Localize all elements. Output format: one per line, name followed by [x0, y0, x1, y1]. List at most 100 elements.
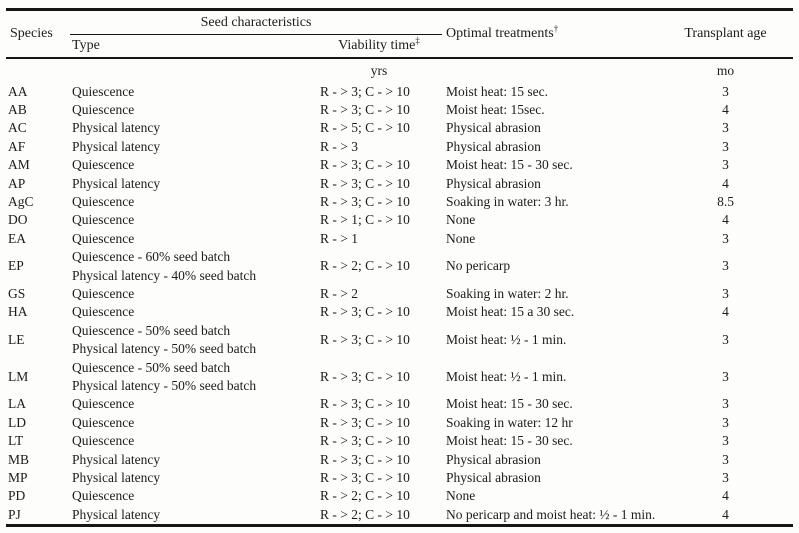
treatment-cell: Soaking in water: 2 hr. [446, 285, 569, 301]
units-species-cell [6, 58, 70, 83]
age-cell: 3 [722, 120, 729, 136]
table-row: MB Physical latency R - > 3; C - > 10 Physi… [6, 451, 793, 469]
species-cell: PJ [8, 506, 21, 522]
viability-cell: R - > 2; C - > 10 [320, 488, 410, 504]
table-row: HA Quiescence R - > 3; C - > 10 Moist heat:… [6, 303, 793, 321]
units-treatment-cell [442, 58, 658, 83]
type-cell: Quiescence [72, 193, 135, 209]
treatment-cell: Moist heat: 15sec. [446, 101, 545, 117]
type-cell: Physical latency [72, 138, 161, 154]
age-cell: 4 [722, 175, 729, 191]
age-cell: 3 [722, 138, 729, 154]
viability-cell: R - > 3; C - > 10 [320, 414, 410, 430]
header-type: Type [70, 34, 316, 59]
treatment-cell: Moist heat: 15 - 30 sec. [446, 157, 573, 173]
type-cell: Physical latency [72, 175, 161, 191]
table-row: LE Quiescence - 50% seed batch Physical la… [6, 322, 793, 359]
type-cell: Quiescence [72, 101, 135, 117]
species-cell: DO [8, 212, 28, 228]
double-dagger-footnote-mark: ‡ [415, 35, 420, 46]
type-cell: Quiescence [72, 488, 135, 504]
type-cell: Physical latency [72, 506, 161, 522]
table-row: EA Quiescence R - > 1 None 3 [6, 230, 793, 248]
age-cell: 4 [722, 506, 729, 522]
treatment-cell: Soaking in water: 3 hr. [446, 193, 569, 209]
viability-cell: R - > 3; C - > 10 [320, 433, 410, 449]
table-row: AA Quiescence R - > 3; C - > 10 Moist heat:… [6, 83, 793, 101]
age-cell: 3 [722, 470, 729, 486]
table-row: AP Physical latency R - > 3; C - > 10 Physi… [6, 175, 793, 193]
type-cell: Quiescence [72, 396, 135, 412]
age-cell: 3 [722, 258, 729, 274]
viability-unit: yrs [370, 62, 388, 78]
header-species: Species [6, 9, 70, 59]
species-cell: AF [8, 138, 26, 154]
treatment-cell: Moist heat: ½ - 1 min. [446, 331, 567, 347]
treatment-cell: Moist heat: 15 sec. [446, 83, 548, 99]
species-cell: AgC [8, 193, 34, 209]
species-cell: LD [8, 414, 26, 430]
header-row-1: Species Seed characteristics Optimal tre… [6, 9, 793, 59]
age-cell: 8.5 [717, 193, 734, 209]
species-cell: AA [8, 83, 28, 99]
table-row: EP Quiescence - 60% seed batch Physical la… [6, 248, 793, 285]
viability-cell: R - > 1; C - > 10 [320, 212, 410, 228]
treatment-cell: Moist heat: 15 - 30 sec. [446, 396, 573, 412]
viability-cell: R - > 5; C - > 10 [320, 120, 410, 136]
treatment-cell: Soaking in water: 12 hr [446, 414, 573, 430]
viability-cell: R - > 3; C - > 10 [320, 193, 410, 209]
species-cell: EP [8, 258, 24, 274]
viability-cell: R - > 3; C - > 10 [320, 175, 410, 191]
species-cell: EA [8, 230, 26, 246]
age-cell: 3 [722, 433, 729, 449]
age-unit: mo [716, 62, 735, 78]
treatment-cell: Physical abrasion [446, 451, 541, 467]
units-type-cell [70, 58, 316, 83]
species-cell: GS [8, 285, 26, 301]
type-cell: Quiescence - 50% seed batch Physical late… [72, 359, 257, 393]
type-cell: Quiescence [72, 304, 135, 320]
table-row: LD Quiescence R - > 3; C - > 10 Soaking in … [6, 414, 793, 432]
age-cell: 3 [722, 83, 729, 99]
age-cell: 4 [722, 304, 729, 320]
treatment-cell: None [446, 212, 476, 228]
viability-cell: R - > 3; C - > 10 [320, 157, 410, 173]
type-cell: Quiescence - 60% seed batch Physical late… [72, 249, 257, 283]
header-transplant-age: Transplant age [658, 9, 793, 59]
species-cell: PD [8, 488, 26, 504]
treatment-cell: None [446, 230, 476, 246]
header-row-2: Type Viability time‡ [6, 34, 793, 59]
table-row: AF Physical latency R - > 3 Physical abrasi… [6, 138, 793, 156]
species-cell: AC [8, 120, 27, 136]
type-cell: Quiescence [72, 157, 135, 173]
type-cell: Quiescence [72, 212, 135, 228]
type-cell: Physical latency [72, 470, 161, 486]
viability-cell: R - > 2 [320, 285, 358, 301]
treatment-cell: Moist heat: 15 - 30 sec. [446, 433, 573, 449]
table-row: AgC Quiescence R - > 3; C - > 10 Soaking in… [6, 193, 793, 211]
species-cell: LE [8, 331, 25, 347]
header-optimal-treatments-label: Optimal treatments [446, 25, 554, 41]
species-cell: MB [8, 451, 30, 467]
species-cell: MP [8, 470, 28, 486]
viability-cell: R - > 3; C - > 10 [320, 101, 410, 117]
viability-cell: R - > 3 [320, 138, 358, 154]
age-cell: 3 [722, 285, 729, 301]
header-viability-time: Viability time‡ [316, 34, 442, 59]
dagger-footnote-mark: † [553, 23, 559, 34]
table-row: GS Quiescence R - > 2 Soaking in water: 2 h… [6, 285, 793, 303]
table-row: AC Physical latency R - > 5; C - > 10 Physi… [6, 119, 793, 137]
header-viability-time-label: Viability time [338, 37, 416, 53]
species-seed-table: Species Seed characteristics Optimal tre… [6, 8, 793, 528]
table-row: PJ Physical latency R - > 2; C - > 10 No pe… [6, 506, 793, 526]
table-row: LT Quiescence R - > 3; C - > 10 Moist heat:… [6, 432, 793, 450]
table-row: DO Quiescence R - > 1; C - > 10 None 4 [6, 211, 793, 229]
viability-cell: R - > 3; C - > 10 [320, 451, 410, 467]
treatment-cell: Moist heat: 15 a 30 sec. [446, 304, 575, 320]
treatment-cell: Physical abrasion [446, 175, 541, 191]
species-cell: LT [8, 433, 24, 449]
age-cell: 3 [722, 331, 729, 347]
table-row: PD Quiescence R - > 2; C - > 10 None 4 [6, 487, 793, 505]
viability-cell: R - > 3; C - > 10 [320, 470, 410, 486]
header-optimal-treatments: Optimal treatments† [442, 9, 658, 59]
